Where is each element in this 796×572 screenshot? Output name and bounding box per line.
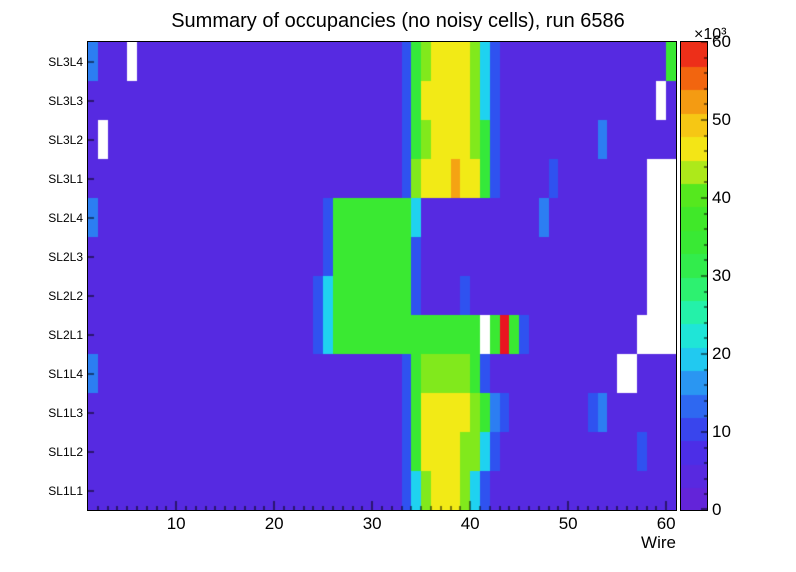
y-axis-label: SL3L4 [48, 54, 83, 69]
z-tick-label: 60 [712, 32, 731, 51]
colorbar [680, 41, 708, 511]
y-axis-label: SL1L1 [48, 483, 83, 498]
x-tick-label: 10 [166, 514, 186, 533]
y-axis-label: SL2L3 [48, 249, 83, 264]
x-axis-title: Wire [641, 533, 676, 552]
x-tick-label: 30 [362, 514, 382, 533]
y-axis-label: SL1L3 [48, 405, 83, 420]
y-axis-label: SL1L2 [48, 444, 83, 459]
z-tick-label: 40 [712, 188, 731, 207]
y-axis-label: SL2L1 [48, 327, 83, 342]
x-tick-label: 50 [558, 514, 578, 533]
y-axis-label: SL3L2 [48, 132, 83, 147]
z-tick-label: 20 [712, 344, 731, 363]
heatmap-plot-area [87, 41, 677, 511]
z-tick-label: 30 [712, 266, 731, 285]
x-tick-label: 60 [656, 514, 676, 533]
y-axis-label: SL3L1 [48, 171, 83, 186]
z-tick-label: 50 [712, 110, 731, 129]
y-axis-label: SL3L3 [48, 93, 83, 108]
y-axis-label: SL1L4 [48, 366, 83, 381]
z-tick-label: 10 [712, 422, 731, 441]
y-axis-label: SL2L4 [48, 210, 83, 225]
z-tick-label: 0 [712, 500, 722, 519]
y-axis-label: SL2L2 [48, 288, 83, 303]
chart-title: Summary of occupancies (no noisy cells),… [171, 10, 625, 32]
x-tick-label: 20 [264, 514, 284, 533]
x-tick-label: 40 [460, 514, 480, 533]
palette-exponent-label: ×10³ [694, 26, 727, 43]
